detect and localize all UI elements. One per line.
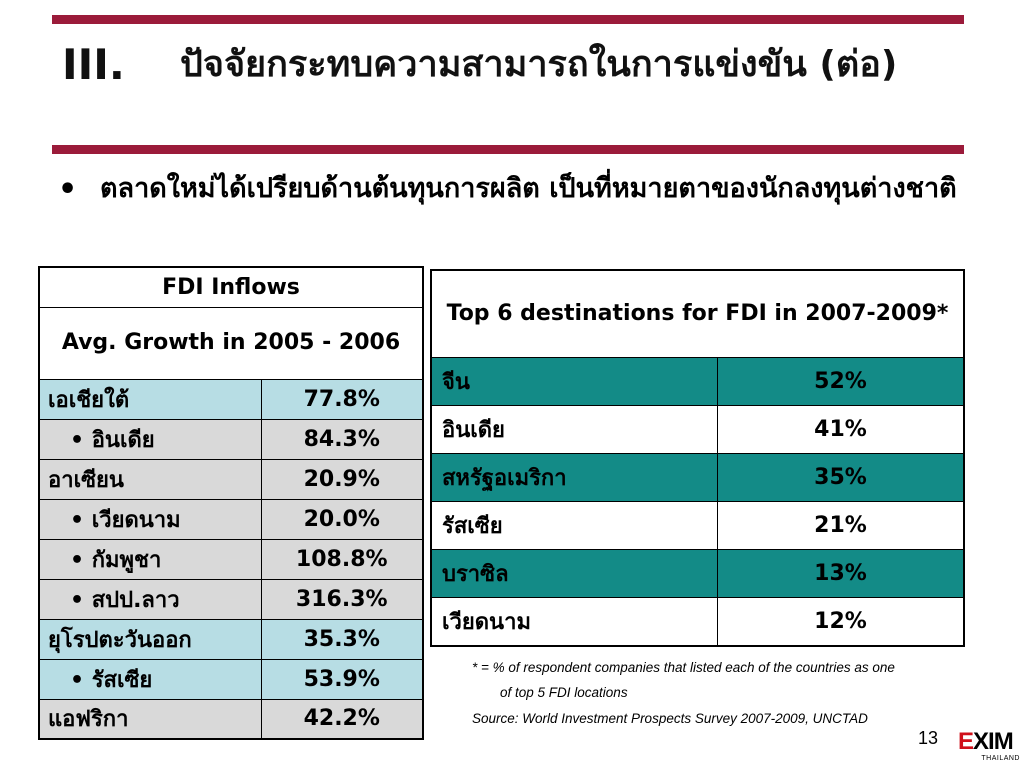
footnote-line-1: * = % of respondent companies that liste…	[472, 660, 895, 675]
country-label: บราซิล	[430, 549, 718, 598]
growth-value: 20.0%	[260, 498, 424, 540]
country-label: • กัมพูชา	[38, 538, 262, 580]
table-row: • อินเดีย 84.3%	[38, 418, 424, 460]
table-row: ยุโรปตะวันออก 35.3%	[38, 618, 424, 660]
table-row: แอฟริกา 42.2%	[38, 698, 424, 740]
growth-value: 77.8%	[260, 378, 424, 420]
exim-thailand-logo: EXIM THAILAND	[958, 730, 1020, 764]
fdi-table-subheader: Avg. Growth in 2005 - 2006	[38, 306, 424, 380]
table-row: สหรัฐอเมริกา 35%	[430, 453, 965, 502]
table-row: • กัมพูชา 108.8%	[38, 538, 424, 580]
country-label: จีน	[430, 357, 718, 406]
table-row: บราซิล 13%	[430, 549, 965, 598]
percent-value: 12%	[717, 597, 965, 647]
percent-value: 35%	[717, 453, 965, 502]
table-row: รัสเซีย 21%	[430, 501, 965, 550]
fdi-inflows-table: FDI Inflows Avg. Growth in 2005 - 2006 เ…	[38, 266, 424, 740]
growth-value: 108.8%	[260, 538, 424, 580]
country-label: รัสเซีย	[430, 501, 718, 550]
footnote-line-2: of top 5 FDI locations	[500, 685, 628, 700]
growth-value: 20.9%	[260, 458, 424, 500]
growth-value: 53.9%	[260, 658, 424, 700]
table-row: จีน 52%	[430, 357, 965, 406]
region-label: อาเซียน	[38, 458, 262, 500]
country-label: สหรัฐอเมริกา	[430, 453, 718, 502]
table-row: เอเชียใต้ 77.8%	[38, 378, 424, 420]
table-row: เวียดนาม 12%	[430, 597, 965, 647]
country-label: • สปป.ลาว	[38, 578, 262, 620]
country-label: • อินเดีย	[38, 418, 262, 460]
growth-value: 316.3%	[260, 578, 424, 620]
logo-wordmark: EXIM	[958, 728, 1014, 755]
growth-value: 42.2%	[260, 698, 424, 740]
percent-value: 41%	[717, 405, 965, 454]
table-row: อินเดีย 41%	[430, 405, 965, 454]
percent-value: 21%	[717, 501, 965, 550]
region-label: ยุโรปตะวันออก	[38, 618, 262, 660]
page-number: 13	[918, 728, 939, 748]
country-label: อินเดีย	[430, 405, 718, 454]
fdi-table-header: FDI Inflows	[38, 266, 424, 308]
table-row: • สปป.ลาว 316.3%	[38, 578, 424, 620]
table-row: • เวียดนาม 20.0%	[38, 498, 424, 540]
table-row: • รัสเซีย 53.9%	[38, 658, 424, 700]
bullet-text: ตลาดใหม่ได้เปรียบด้านต้นทุนการผลิต เป็นท…	[100, 173, 957, 204]
source-note: Source: World Investment Prospects Surve…	[472, 711, 868, 726]
region-label: แอฟริกา	[38, 698, 262, 740]
slide-title: ปัจจัยกระทบความสามารถในการแข่งขัน (ต่อ)	[180, 44, 898, 85]
top6-table-header: Top 6 destinations for FDI in 2007-2009*	[430, 269, 965, 358]
top6-destinations-table: Top 6 destinations for FDI in 2007-2009*…	[430, 269, 965, 647]
percent-value: 52%	[717, 357, 965, 406]
table-row: อาเซียน 20.9%	[38, 458, 424, 500]
title-rule-bottom	[52, 145, 964, 154]
region-label: เอเชียใต้	[38, 378, 262, 420]
growth-value: 84.3%	[260, 418, 424, 460]
percent-value: 13%	[717, 549, 965, 598]
country-label: • รัสเซีย	[38, 658, 262, 700]
growth-value: 35.3%	[260, 618, 424, 660]
country-label: เวียดนาม	[430, 597, 718, 647]
title-rule-top	[52, 15, 964, 24]
bullet-icon: •	[58, 172, 78, 207]
country-label: • เวียดนาม	[38, 498, 262, 540]
logo-subtitle: THAILAND	[981, 755, 1020, 762]
section-number: III.	[62, 40, 125, 89]
